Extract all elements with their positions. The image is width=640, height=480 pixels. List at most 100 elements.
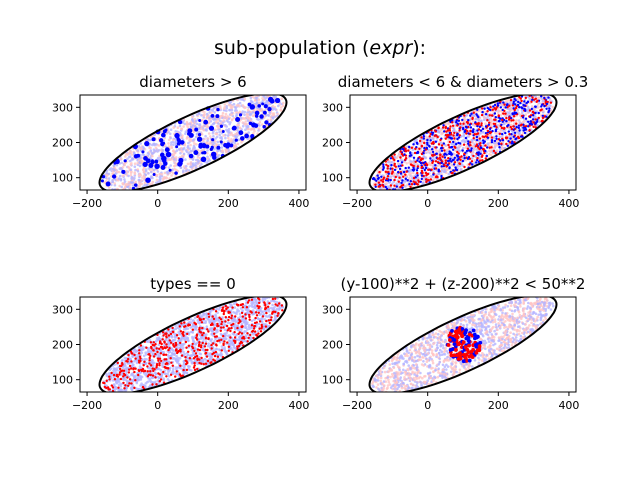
background-point bbox=[451, 126, 455, 130]
background-point bbox=[458, 164, 462, 168]
selected-point bbox=[439, 157, 442, 161]
background-point bbox=[142, 174, 146, 177]
background-point bbox=[151, 352, 155, 355]
background-point bbox=[172, 138, 175, 142]
selected-point bbox=[467, 149, 471, 152]
selected-point bbox=[453, 137, 456, 140]
selected-point bbox=[262, 110, 267, 115]
selected-point bbox=[436, 161, 440, 164]
selected-point bbox=[426, 172, 430, 176]
background-point bbox=[167, 138, 171, 142]
background-point bbox=[499, 129, 503, 132]
selected-point bbox=[442, 142, 445, 145]
background-point bbox=[126, 185, 129, 188]
background-point bbox=[479, 149, 483, 153]
subplot-title: diameters < 6 & diameters > 0.3 bbox=[338, 73, 588, 91]
background-point bbox=[486, 115, 490, 118]
background-point bbox=[155, 178, 159, 182]
background-point bbox=[188, 138, 191, 142]
selected-point bbox=[437, 126, 440, 129]
background-point bbox=[195, 328, 198, 331]
selected-point bbox=[467, 156, 471, 159]
selected-point bbox=[534, 118, 537, 121]
background-point bbox=[499, 113, 503, 117]
background-point bbox=[112, 376, 116, 379]
background-point bbox=[440, 170, 443, 173]
background-point bbox=[517, 131, 520, 135]
background-point bbox=[430, 175, 434, 179]
selected-point bbox=[194, 127, 199, 132]
selected-point bbox=[416, 150, 420, 154]
background-point bbox=[246, 108, 250, 112]
background-point bbox=[125, 382, 129, 386]
background-point bbox=[471, 119, 475, 123]
background-point bbox=[411, 148, 415, 151]
selected-point bbox=[416, 171, 419, 175]
selected-point bbox=[467, 140, 470, 143]
selected-point bbox=[452, 163, 456, 166]
selected-point bbox=[412, 176, 416, 180]
background-point bbox=[140, 382, 143, 386]
background-point bbox=[460, 144, 463, 147]
selected-point bbox=[469, 126, 473, 129]
selected-point bbox=[503, 103, 506, 106]
selected-point bbox=[512, 119, 515, 122]
selected-point bbox=[381, 168, 385, 171]
background-point bbox=[249, 119, 253, 122]
background-point bbox=[163, 369, 167, 372]
selected-point bbox=[463, 130, 466, 133]
selected-point bbox=[475, 143, 479, 146]
selected-point bbox=[401, 183, 405, 187]
background-point bbox=[276, 114, 279, 118]
selected-point bbox=[399, 172, 403, 175]
background-point bbox=[169, 164, 172, 167]
selected-point bbox=[419, 180, 422, 183]
background-point bbox=[212, 135, 215, 138]
selected-point bbox=[374, 185, 377, 188]
selected-point bbox=[455, 119, 458, 122]
background-point bbox=[482, 144, 485, 147]
selected-point bbox=[524, 96, 527, 100]
selected-point bbox=[522, 126, 525, 129]
background-point bbox=[225, 119, 229, 122]
background-point bbox=[216, 155, 219, 159]
selected-point bbox=[520, 106, 523, 109]
selected-point bbox=[111, 174, 117, 179]
background-point bbox=[257, 118, 260, 121]
selected-point bbox=[517, 100, 520, 104]
background-point bbox=[198, 123, 202, 126]
selected-point bbox=[529, 115, 532, 119]
background-point bbox=[235, 113, 238, 116]
selected-point bbox=[513, 131, 517, 134]
background-point bbox=[223, 328, 227, 332]
background-point bbox=[133, 165, 137, 168]
selected-point bbox=[412, 156, 416, 159]
background-point bbox=[271, 108, 275, 111]
selected-point bbox=[484, 125, 488, 128]
background-point bbox=[486, 142, 490, 145]
background-point bbox=[256, 329, 260, 333]
background-point bbox=[138, 164, 142, 168]
selected-point bbox=[385, 187, 389, 190]
selected-point bbox=[247, 102, 252, 107]
background-point bbox=[200, 133, 204, 136]
selected-point bbox=[469, 129, 472, 133]
selected-point bbox=[543, 96, 546, 100]
selected-point bbox=[413, 151, 417, 155]
selected-point bbox=[382, 176, 386, 179]
background-point bbox=[186, 146, 189, 149]
background-point bbox=[202, 114, 206, 117]
selected-point bbox=[450, 153, 453, 156]
background-point bbox=[447, 172, 451, 176]
background-point bbox=[249, 96, 253, 100]
background-point bbox=[230, 113, 233, 116]
background-point bbox=[248, 112, 252, 116]
selected-point bbox=[426, 143, 429, 146]
selected-point bbox=[434, 160, 438, 163]
background-point bbox=[105, 174, 109, 177]
background-point bbox=[117, 177, 121, 180]
selected-point bbox=[439, 153, 442, 156]
selected-point bbox=[496, 104, 500, 107]
background-point bbox=[258, 120, 262, 124]
